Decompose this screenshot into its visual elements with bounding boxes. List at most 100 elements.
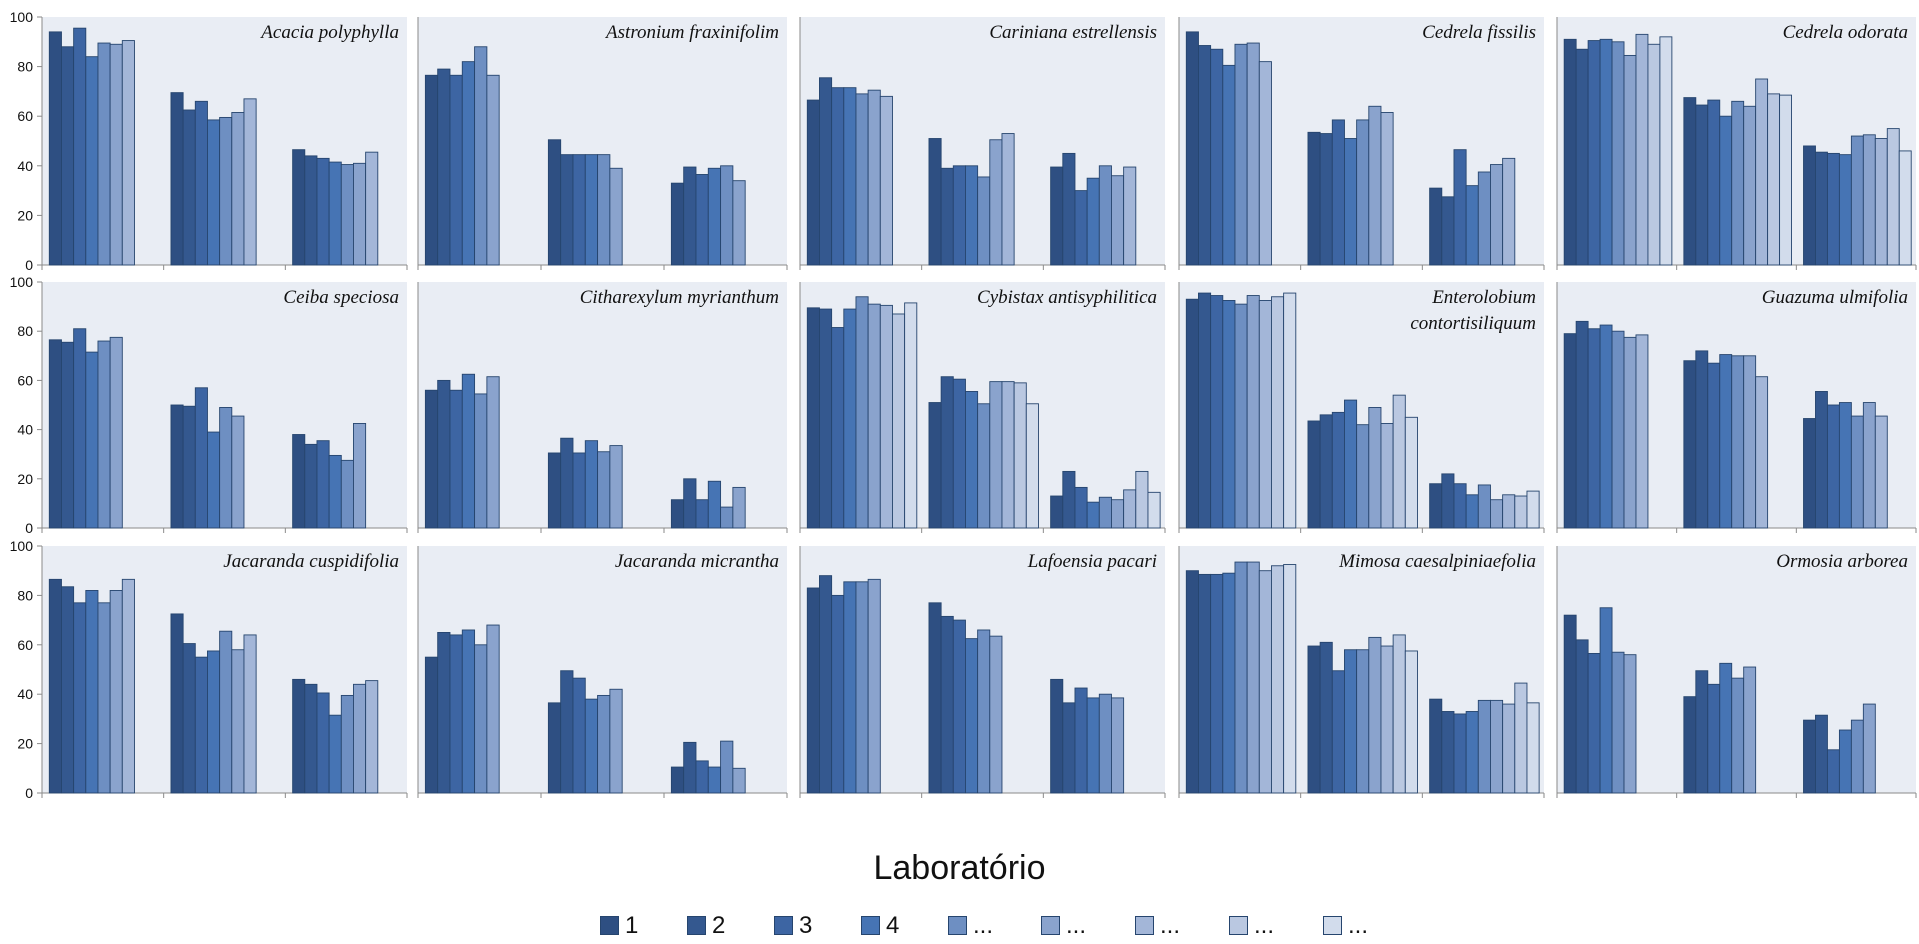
bar-series-2-group-2: [560, 154, 574, 266]
bar-series-3-group-2: [1707, 99, 1721, 266]
bar-series-6-group-2: [231, 649, 245, 794]
bar-series-5-group-2: [597, 694, 611, 794]
bar-series-4-group-1: [843, 308, 857, 529]
bar-series-5-group-2: [597, 154, 611, 266]
bar-series-6-group-3: [732, 180, 746, 266]
bar-series-1-group-3: [670, 182, 685, 266]
bar-series-2-group-1: [1198, 292, 1212, 529]
bar-series-8-group-2: [1392, 394, 1406, 529]
legend-swatch: [948, 916, 967, 935]
bar-series-4-group-3: [328, 454, 342, 529]
bar-series-3-group-3: [695, 499, 709, 529]
bar-series-3-group-3: [316, 440, 330, 529]
bar-series-1-group-3: [1429, 483, 1443, 529]
bar-series-1-group-1: [424, 389, 439, 529]
bar-series-1-group-1: [48, 578, 62, 794]
bar-series-6-group-3: [1111, 175, 1125, 266]
legend-swatch: [1135, 916, 1154, 935]
bar-series-6-group-2: [989, 635, 1003, 794]
bar-series-4-group-3: [1465, 711, 1479, 794]
panel-title: Ceiba speciosa: [283, 287, 399, 308]
bar-series-6-group-2: [1743, 355, 1757, 529]
bar-series-6-group-1: [1246, 42, 1260, 266]
panel-12: Jacaranda micranthaLotes: [417, 546, 788, 798]
bar-series-4-group-1: [1222, 300, 1236, 529]
legend-label: 2: [712, 912, 726, 939]
bar-series-3-group-3: [1453, 149, 1467, 266]
bar-series-6-group-2: [609, 167, 623, 266]
bar-series-5-group-3: [720, 165, 734, 266]
bar-series-5-group-2: [1356, 424, 1370, 529]
bar-series-8-group-1: [1647, 43, 1661, 266]
panel-15: Ormosia arboreaLotes: [1556, 546, 1917, 798]
bar-series-3-group-1: [1210, 295, 1224, 529]
panel-title: Lafoensia pacari: [1027, 551, 1157, 572]
bar-series-2-group-1: [437, 632, 451, 794]
bar-series-6-group-3: [353, 683, 367, 794]
panel-6: 0 20 40 60 80 100 Ceiba speciosa: [10, 274, 408, 536]
legend-area: Laboratório 1 2 3 4...............: [0, 848, 1919, 944]
bar-series-3-group-2: [1331, 670, 1345, 794]
bar-series-6-group-3: [1862, 134, 1876, 266]
bar-series-3-group-3: [1826, 749, 1840, 794]
panel-title: Cybistax antisyphilitica: [977, 287, 1157, 308]
bar-series-7-group-3: [1502, 157, 1516, 266]
bar-series-6-group-3: [732, 486, 746, 529]
bar-series-1-group-3: [1803, 418, 1816, 529]
bar-series-2-group-3: [304, 155, 318, 266]
panel-title: Cedrela odorata: [1783, 22, 1908, 43]
y-tick-label: 60: [17, 372, 33, 388]
bar-series-6-group-2: [231, 112, 245, 266]
legend-swatch: [1041, 916, 1060, 935]
bar-series-5-group-1: [97, 42, 111, 266]
bar-series-3-group-2: [194, 656, 208, 794]
bar-series-1-group-2: [170, 92, 184, 266]
bar-series-1-group-2: [547, 702, 562, 794]
bar-series-6-group-1: [486, 624, 500, 794]
bar-series-1-group-2: [928, 138, 942, 266]
bar-series-5-group-2: [1731, 355, 1745, 529]
bar-series-2-group-1: [61, 341, 75, 529]
y-tick-label: 60: [17, 108, 33, 124]
bar-series-1-group-3: [670, 499, 685, 529]
bar-series-7-group-1: [1258, 570, 1272, 794]
bar-series-6-group-3: [732, 767, 746, 794]
bar-series-5-group-1: [97, 340, 111, 529]
bar-series-6-group-2: [1368, 105, 1382, 266]
panel-title: Cedrela fissilis: [1422, 22, 1536, 43]
bar-series-7-group-2: [1380, 645, 1394, 794]
bar-series-5-group-1: [474, 644, 488, 794]
bar-series-7-group-1: [879, 95, 893, 266]
bar-series-2-group-2: [182, 643, 196, 794]
bar-series-5-group-3: [1098, 693, 1112, 794]
bar-series-6-group-3: [1490, 499, 1504, 529]
bar-series-2-group-3: [683, 741, 697, 794]
bar-series-3-group-1: [1587, 652, 1601, 794]
bar-series-2-group-1: [437, 379, 451, 529]
bar-series-5-group-1: [1234, 303, 1248, 529]
bar-series-8-group-3: [1514, 682, 1528, 794]
bar-series-3-group-1: [73, 328, 87, 529]
bar-series-5-group-2: [1731, 677, 1745, 794]
bar-series-7-group-1: [1635, 33, 1649, 266]
bar-series-3-group-2: [952, 619, 966, 794]
bar-series-6-group-2: [989, 381, 1003, 529]
bar-series-3-group-2: [194, 387, 208, 529]
y-tick-label: 20: [17, 471, 33, 487]
bar-series-5-group-3: [1477, 484, 1491, 529]
bar-series-6-group-1: [1623, 54, 1637, 266]
bar-series-2-group-3: [1062, 152, 1076, 266]
bar-series-4-group-3: [1838, 402, 1852, 529]
bar-series-7-group-2: [1755, 78, 1769, 266]
bar-series-4-group-2: [1344, 138, 1358, 266]
bar-series-7-group-1: [1635, 334, 1649, 529]
bar-series-8-group-1: [1271, 296, 1285, 529]
bar-series-5-group-2: [219, 116, 233, 266]
bar-series-3-group-1: [831, 327, 845, 529]
bar-series-6-group-3: [1490, 164, 1504, 266]
bar-series-5-group-2: [977, 629, 991, 794]
bar-series-2-group-3: [1441, 196, 1455, 266]
bar-series-3-group-2: [572, 154, 586, 266]
bar-series-1-group-1: [806, 587, 820, 794]
bar-series-8-group-3: [1886, 128, 1900, 266]
